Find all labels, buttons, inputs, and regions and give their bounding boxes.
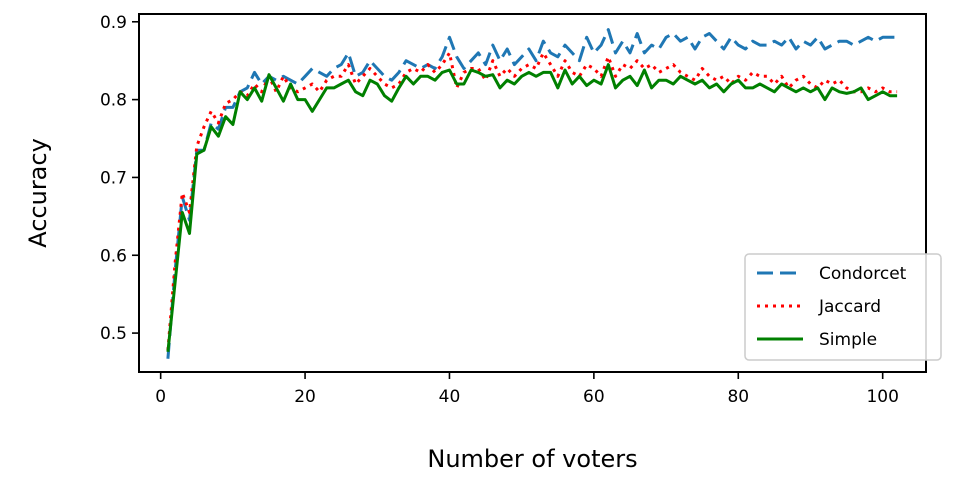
legend-label-condorcet: Condorcet <box>819 264 907 284</box>
series-line-simple <box>166 63 898 352</box>
y-axis-ticks: 0.5 0.6 0.7 0.8 0.9 <box>100 13 139 344</box>
y-tick-label: 0.5 <box>100 324 127 344</box>
y-tick-label: 0.9 <box>100 13 127 33</box>
series-line-condorcet <box>166 28 898 359</box>
x-tick-label: 0 <box>155 387 166 407</box>
y-tick-label: 0.8 <box>100 91 127 111</box>
y-tick-label: 0.6 <box>100 246 127 266</box>
legend-label-jaccard: Jaccard <box>818 297 881 317</box>
x-tick-label: 60 <box>583 387 605 407</box>
y-axis-label: Accuracy <box>24 138 52 248</box>
x-axis-ticks: 0 20 40 60 80 100 <box>155 372 899 407</box>
x-tick-label: 20 <box>294 387 316 407</box>
plot-frame <box>138 13 927 373</box>
legend-box <box>744 253 942 361</box>
x-tick-label: 40 <box>439 387 461 407</box>
x-tick-label: 80 <box>727 387 749 407</box>
x-tick-label: 100 <box>866 387 898 407</box>
x-axis-label: Number of voters <box>427 445 637 473</box>
legend: Condorcet Jaccard Simple <box>744 253 942 361</box>
legend-label-simple: Simple <box>819 330 877 350</box>
series-layer <box>166 28 898 359</box>
y-tick-label: 0.7 <box>100 168 127 188</box>
